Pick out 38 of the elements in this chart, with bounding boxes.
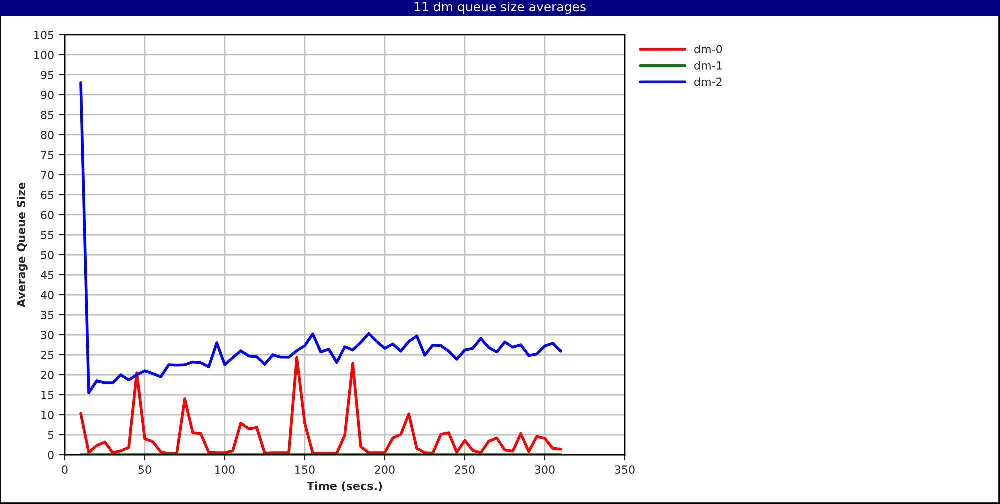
legend-label: dm-1 <box>694 61 722 70</box>
legend-label: dm-0 <box>694 44 722 54</box>
y-tick-label: 80 <box>41 130 54 140</box>
line-series <box>80 356 562 456</box>
y-tick-label: 90 <box>41 90 54 100</box>
y-tick-label: 95 <box>41 70 54 80</box>
x-axis-title: Time (secs.) <box>307 482 382 492</box>
y-tick-label: 65 <box>41 190 54 200</box>
y-tick-label: 5 <box>48 431 54 440</box>
y-tick-label: 30 <box>41 330 54 340</box>
y-tick-label: 75 <box>41 151 54 160</box>
y-axis-title: Average Queue Size <box>16 182 28 308</box>
y-tick-label: 60 <box>41 210 54 220</box>
line-series <box>80 82 562 394</box>
x-tick-label: 350 <box>615 466 635 474</box>
y-tick-label: 15 <box>42 391 54 400</box>
y-tick-label: 70 <box>41 170 54 180</box>
x-tick-label: 300 <box>535 466 555 474</box>
chart-title: 11 dm queue size averages <box>414 2 586 14</box>
y-tick-label: 85 <box>41 110 54 120</box>
y-tick-label: 100 <box>34 50 54 60</box>
y-tick-label: 55 <box>41 231 54 240</box>
y-tick-label: 10 <box>42 410 54 420</box>
y-tick-label: 45 <box>40 271 54 280</box>
y-tick-label: 0 <box>48 450 54 460</box>
legend-label: dm-2 <box>694 78 722 86</box>
x-tick-label: 200 <box>375 466 395 474</box>
y-tick-label: 35 <box>41 310 54 320</box>
x-tick-label: 100 <box>216 466 235 474</box>
x-tick-label: 50 <box>138 466 152 474</box>
y-tick-label: 25 <box>41 350 54 360</box>
x-tick-label: 0 <box>62 466 68 474</box>
y-tick-label: 40 <box>40 290 54 300</box>
x-tick-label: 150 <box>296 466 315 474</box>
y-tick-label: 20 <box>41 370 54 380</box>
x-tick-label: 250 <box>455 466 475 474</box>
y-tick-label: 50 <box>41 250 54 260</box>
y-tick-label: 105 <box>34 30 54 40</box>
